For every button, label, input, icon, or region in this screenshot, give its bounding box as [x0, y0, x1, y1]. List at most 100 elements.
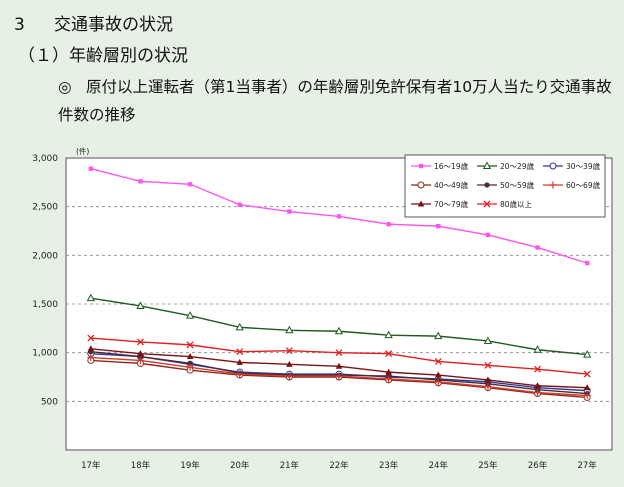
data-point [335, 372, 343, 380]
data-point [88, 166, 94, 171]
data-point [534, 389, 542, 397]
data-point [236, 370, 244, 378]
y-tick-label: 1,500 [32, 300, 58, 310]
y-unit-label: (件) [76, 146, 89, 156]
data-point [385, 350, 393, 358]
subsection-heading: （１）年齢層別の状況 [18, 46, 188, 66]
data-point [138, 179, 143, 184]
legend-label: 60～69歳 [566, 180, 601, 190]
x-tick-label: 17年 [81, 460, 101, 471]
y-tick-label: 2,500 [32, 203, 58, 213]
legend-entry: 60～69歳 [543, 180, 601, 190]
data-point [434, 371, 442, 378]
data-point [87, 345, 95, 352]
legend-entry: 70～79歳 [411, 199, 469, 209]
legend: 16～19歳 20～29歳 30～39歳 40～49歳 50～59歳 60～69歳 70～7… [404, 154, 606, 218]
x-tick-label: 27年 [578, 460, 598, 471]
data-point [236, 358, 244, 365]
data-point [136, 338, 144, 346]
legend-marker [417, 181, 425, 189]
data-point [434, 357, 442, 365]
data-point [187, 360, 193, 366]
legend-label: 50～59歳 [500, 180, 535, 190]
legend-entry: 80歳以上 [477, 199, 533, 209]
data-point [484, 383, 492, 391]
data-point [485, 232, 491, 238]
data-point [186, 353, 194, 360]
x-tick-label: 21年 [280, 460, 300, 471]
data-point [386, 221, 391, 227]
section-number: 3 [14, 15, 25, 35]
x-tick-label: 25年 [478, 460, 498, 471]
data-point [434, 331, 443, 340]
data-point [434, 378, 442, 386]
legend-marker [417, 200, 425, 207]
legend-box [404, 154, 606, 218]
legend-label: 20～29歳 [500, 161, 535, 171]
series-1 [88, 166, 590, 266]
data-point [483, 336, 493, 344]
legend-entry: 30～39歳 [543, 161, 601, 171]
data-point [384, 330, 393, 339]
data-point [186, 363, 194, 371]
legend-entry: 16～19歳 [411, 161, 469, 171]
legend-entry: 50～59歳 [477, 180, 535, 190]
data-point [287, 209, 292, 214]
chart-description: ◎ 原付以上運転者（第1当事者）の年齢層別免許保有者10万人当たり交通事故件数の推… [58, 73, 618, 129]
y-tick-label: 2,000 [32, 251, 58, 261]
data-point [334, 326, 344, 335]
x-tick-label: 20年 [230, 460, 250, 471]
legend-label: 80歳以上 [500, 199, 533, 209]
data-point [86, 293, 95, 302]
data-point [237, 202, 242, 207]
data-point [335, 349, 343, 357]
series-8 [87, 334, 591, 378]
data-point [535, 245, 540, 250]
data-point [335, 362, 343, 369]
section-heading: 3 交通事故の状況 [14, 10, 173, 35]
legend-label: 30～39歳 [566, 161, 601, 171]
x-tick-label: 26年 [528, 460, 548, 471]
data-point [285, 325, 294, 334]
y-tick-label: 3,000 [32, 154, 58, 164]
data-point [87, 354, 95, 362]
data-point [136, 301, 145, 309]
data-point [187, 182, 193, 187]
legend-marker [549, 181, 557, 189]
section-title: 交通事故の状況 [54, 15, 173, 35]
data-point [137, 350, 144, 357]
data-point [534, 382, 541, 389]
data-point [484, 361, 492, 369]
data-point [484, 376, 492, 383]
legend-label: 16～19歳 [434, 161, 469, 171]
data-point [385, 368, 392, 375]
data-point [235, 322, 244, 331]
data-point [136, 356, 144, 364]
data-point [533, 345, 542, 353]
data-point [336, 214, 342, 219]
legend-marker [418, 163, 424, 169]
data-point [285, 347, 293, 355]
y-tick-label: 500 [41, 397, 58, 407]
legend-label: 40～49歳 [434, 180, 469, 190]
data-point [385, 375, 393, 383]
data-point [583, 350, 592, 358]
description-text: 原付以上運転者（第1当事者）の年齢層別免許保有者10万人当たり交通事故件数の推移 [58, 78, 612, 124]
legend-marker [484, 182, 490, 188]
series-7 [87, 345, 591, 391]
legend-marker [482, 161, 492, 169]
series-2 [86, 293, 592, 358]
data-point [534, 365, 542, 373]
data-point [583, 384, 591, 391]
legend-label: 70～79歳 [434, 199, 469, 209]
data-point [87, 334, 95, 342]
bullet-mark: ◎ [58, 78, 72, 96]
x-tick-label: 23年 [379, 460, 399, 471]
data-point [186, 341, 194, 349]
data-point [185, 311, 195, 319]
x-tick-label: 18年 [131, 460, 151, 471]
x-tick-label: 22年 [329, 460, 349, 471]
legend-entry: 40～49歳 [411, 180, 469, 190]
data-point [584, 260, 590, 266]
data-point [583, 391, 591, 399]
